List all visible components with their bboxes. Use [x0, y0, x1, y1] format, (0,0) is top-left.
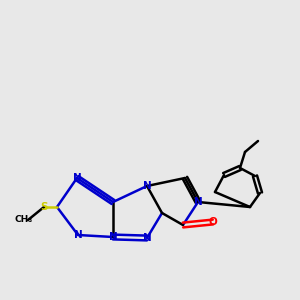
Text: CH₃: CH₃ [14, 215, 33, 224]
Text: N: N [194, 197, 202, 207]
Text: N: N [109, 232, 117, 242]
Text: N: N [74, 230, 82, 240]
Text: N: N [142, 181, 152, 191]
Text: O: O [208, 217, 217, 227]
Text: N: N [73, 173, 81, 183]
Text: N: N [142, 233, 152, 243]
Text: S: S [40, 202, 48, 212]
